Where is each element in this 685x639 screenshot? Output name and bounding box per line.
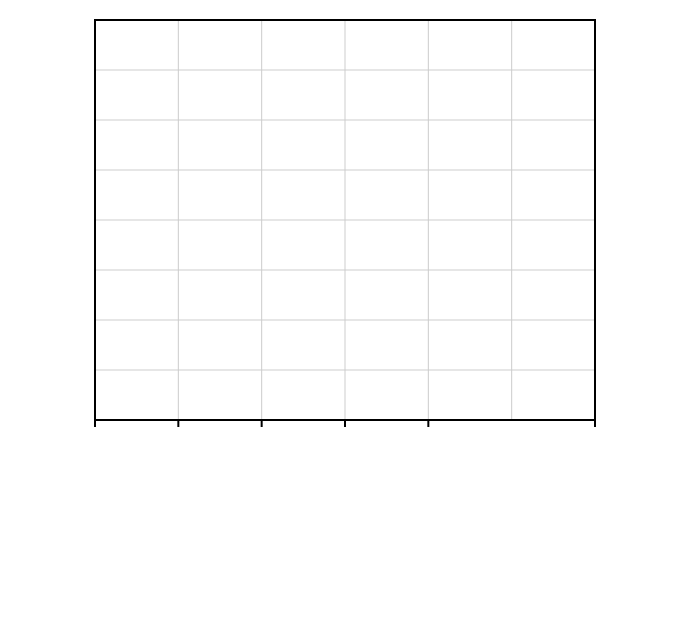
chart-root: [0, 0, 685, 639]
